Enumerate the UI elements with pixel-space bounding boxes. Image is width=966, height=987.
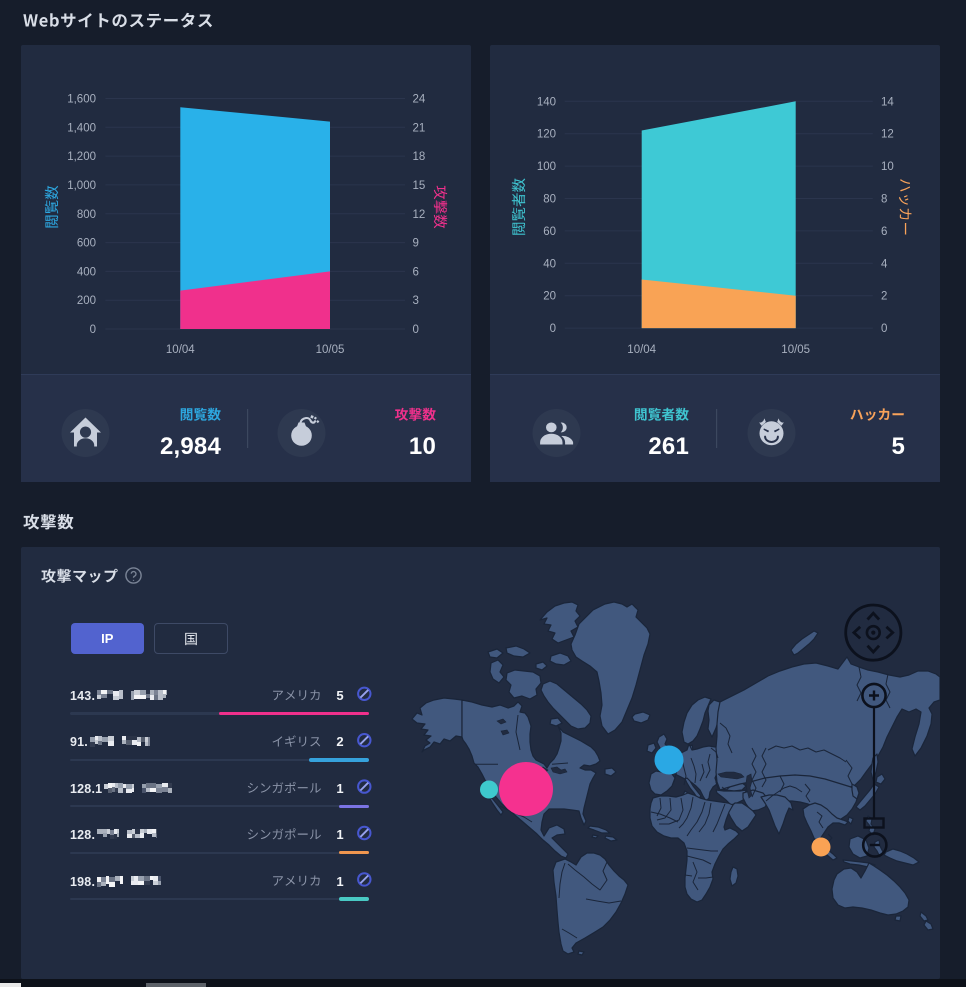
svg-text:1,600: 1,600 xyxy=(67,94,96,106)
svg-text:15: 15 xyxy=(413,180,426,192)
svg-text:10/04: 10/04 xyxy=(627,344,656,356)
svg-text:140: 140 xyxy=(537,96,556,108)
svg-text:9: 9 xyxy=(413,238,419,250)
svg-text:0: 0 xyxy=(413,324,419,336)
svg-text:18: 18 xyxy=(413,151,426,163)
svg-text:0: 0 xyxy=(90,324,96,336)
svg-text:1,200: 1,200 xyxy=(67,151,96,163)
svg-text:10: 10 xyxy=(881,161,894,173)
svg-text:24: 24 xyxy=(413,94,426,106)
svg-text:800: 800 xyxy=(77,209,96,221)
svg-text:3: 3 xyxy=(413,295,419,307)
svg-text:6: 6 xyxy=(413,266,419,278)
svg-text:1,400: 1,400 xyxy=(67,122,96,134)
svg-text:10/05: 10/05 xyxy=(781,344,810,356)
svg-text:10/05: 10/05 xyxy=(316,344,345,356)
svg-text:12: 12 xyxy=(413,209,426,221)
svg-text:400: 400 xyxy=(77,266,96,278)
svg-text:600: 600 xyxy=(77,238,96,250)
svg-text:80: 80 xyxy=(543,194,556,206)
svg-text:100: 100 xyxy=(537,161,556,173)
svg-text:12: 12 xyxy=(881,129,894,141)
svg-text:0: 0 xyxy=(881,323,887,335)
svg-text:20: 20 xyxy=(543,291,556,303)
svg-text:6: 6 xyxy=(881,226,887,238)
svg-text:4: 4 xyxy=(881,258,888,270)
svg-text:10/04: 10/04 xyxy=(166,344,195,356)
svg-text:40: 40 xyxy=(543,258,556,270)
svg-text:0: 0 xyxy=(550,323,556,335)
svg-text:1,000: 1,000 xyxy=(67,180,96,192)
svg-text:120: 120 xyxy=(537,129,556,141)
svg-text:60: 60 xyxy=(543,226,556,238)
svg-text:14: 14 xyxy=(881,96,894,108)
svg-text:8: 8 xyxy=(881,194,887,206)
svg-text:21: 21 xyxy=(413,122,426,134)
svg-text:2: 2 xyxy=(881,291,887,303)
svg-text:200: 200 xyxy=(77,295,96,307)
